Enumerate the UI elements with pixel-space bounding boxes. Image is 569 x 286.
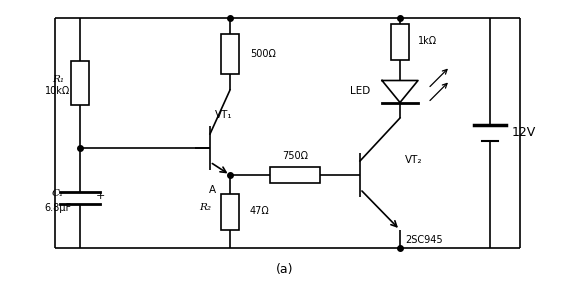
Text: VT₁: VT₁	[215, 110, 233, 120]
Bar	[270, 167, 320, 183]
Text: 10kΩ: 10kΩ	[46, 86, 71, 96]
Bar	[221, 34, 239, 74]
Text: R₂: R₂	[199, 203, 211, 212]
Text: 750Ω: 750Ω	[282, 151, 308, 161]
Text: 2SC945: 2SC945	[405, 235, 443, 245]
Text: 12V: 12V	[512, 126, 536, 140]
Text: 6.8μF: 6.8μF	[44, 203, 72, 213]
Text: 1kΩ: 1kΩ	[418, 37, 437, 47]
Bar	[391, 23, 409, 59]
Bar	[221, 194, 239, 229]
Text: LED: LED	[350, 86, 370, 96]
Text: VT₂: VT₂	[405, 155, 423, 165]
Text: 500Ω: 500Ω	[250, 49, 276, 59]
Text: (a): (a)	[276, 263, 293, 277]
Text: R₁: R₁	[52, 74, 64, 84]
Text: C₁: C₁	[52, 190, 64, 198]
Text: +: +	[96, 191, 105, 201]
Text: 47Ω: 47Ω	[250, 206, 270, 217]
Bar	[71, 61, 89, 105]
Text: A: A	[208, 185, 216, 195]
